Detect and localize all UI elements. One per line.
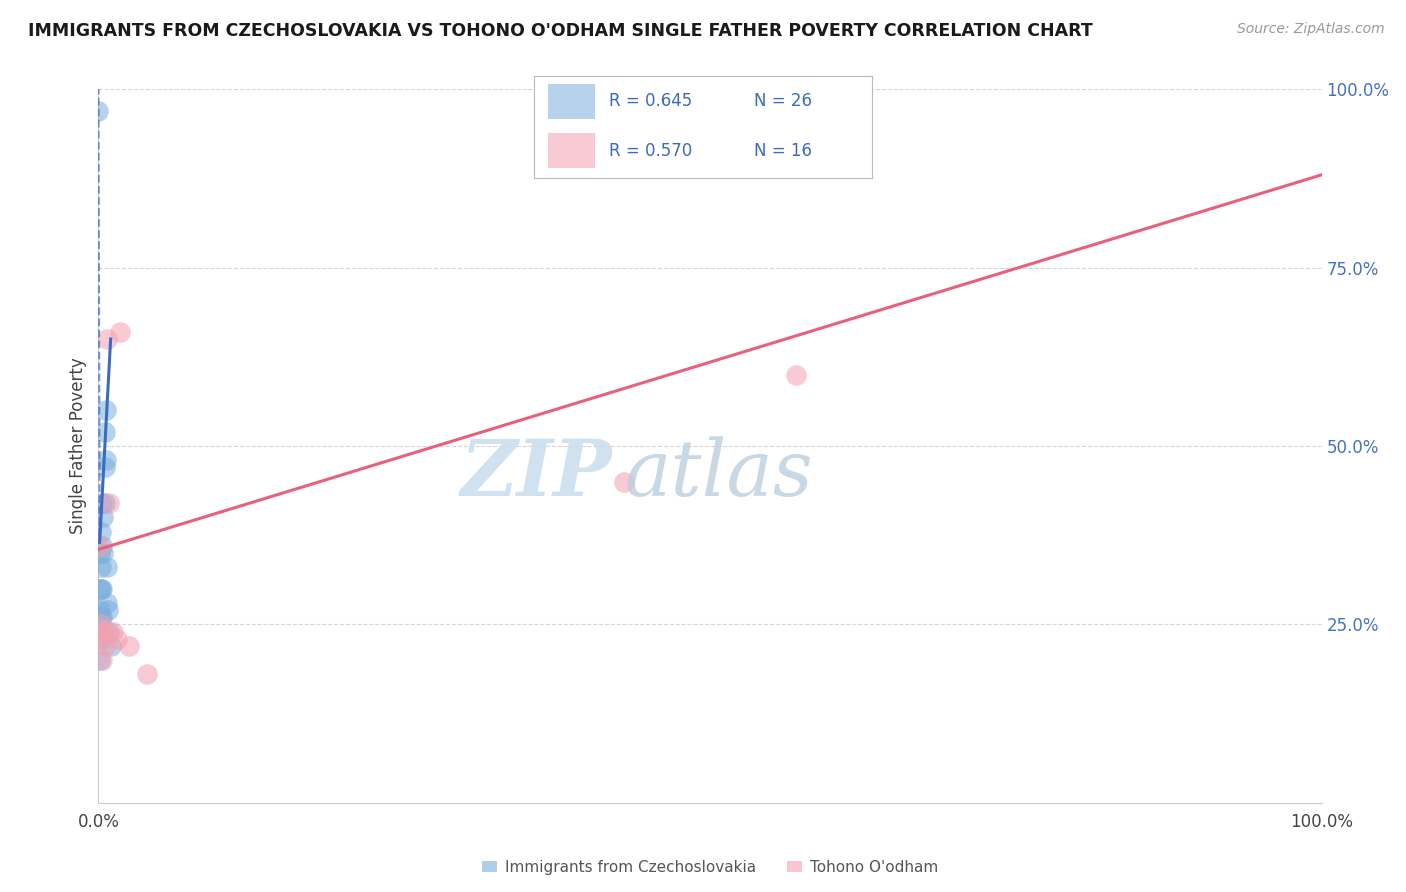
Point [89,539,111,553]
Point [90,617,112,632]
Point [136,667,159,681]
Text: N = 26: N = 26 [754,93,811,111]
Point [89,603,111,617]
Point [91,496,114,510]
Bar [548,133,595,168]
Point [93,425,115,439]
Text: atlas: atlas [624,436,813,513]
Point [93,460,115,475]
Text: IMMIGRANTS FROM CZECHOSLOVAKIA VS TOHONO O'ODHAM SINGLE FATHER POVERTY CORRELATI: IMMIGRANTS FROM CZECHOSLOVAKIA VS TOHONO… [28,22,1092,40]
Point [91,546,114,560]
Point [89,632,111,646]
Point [91,610,114,624]
Point [785,368,807,382]
Point [110,325,132,339]
Point [90,560,112,574]
Point [90,524,112,539]
Point [94,453,117,467]
Point [91,582,114,596]
Point [91,624,114,639]
Point [96,332,118,346]
Point [93,496,115,510]
Legend: Immigrants from Czechoslovakia, Tohono O'odham: Immigrants from Czechoslovakia, Tohono O… [477,854,943,880]
Text: R = 0.570: R = 0.570 [609,142,692,160]
Y-axis label: Single Father Poverty: Single Father Poverty [69,358,87,534]
Point [89,546,111,560]
Point [105,632,128,646]
Point [101,624,124,639]
Text: N = 16: N = 16 [754,142,811,160]
Point [96,596,118,610]
Bar [548,84,595,119]
Point [89,653,111,667]
Point [94,403,117,417]
Point [91,539,114,553]
Point [89,582,111,596]
Text: ZIP: ZIP [461,436,612,513]
Point [613,475,636,489]
Point [97,603,120,617]
Point [100,639,122,653]
Point [90,582,112,596]
Point [93,639,115,653]
Point [93,624,115,639]
Point [98,624,121,639]
Text: R = 0.645: R = 0.645 [609,93,692,111]
Point [91,510,114,524]
Point [87,103,110,118]
Point [91,653,114,667]
Point [98,496,121,510]
Point [91,632,114,646]
Point [96,560,118,574]
Text: Source: ZipAtlas.com: Source: ZipAtlas.com [1237,22,1385,37]
Point [90,610,112,624]
Point [118,639,141,653]
